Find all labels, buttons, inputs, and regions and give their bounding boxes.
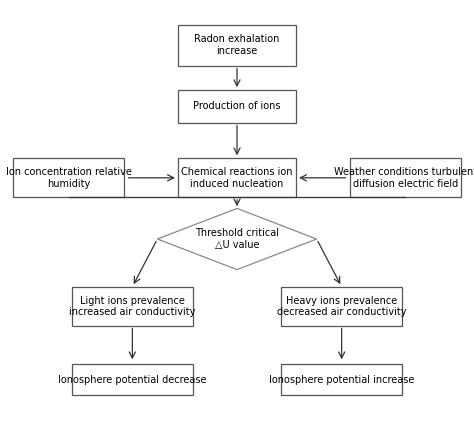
Text: Ion concentration relative
humidity: Ion concentration relative humidity <box>6 167 132 189</box>
FancyBboxPatch shape <box>178 90 296 123</box>
Text: Ionosphere potential decrease: Ionosphere potential decrease <box>58 375 207 385</box>
Text: Radon exhalation
increase: Radon exhalation increase <box>194 34 280 56</box>
Text: Heavy ions prevalence
decreased air conductivity: Heavy ions prevalence decreased air cond… <box>277 295 406 317</box>
Text: Light ions prevalence
increased air conductivity: Light ions prevalence increased air cond… <box>69 295 196 317</box>
FancyBboxPatch shape <box>350 159 461 197</box>
Text: Weather conditions turbulent
diffusion electric field: Weather conditions turbulent diffusion e… <box>334 167 474 189</box>
Text: Production of ions: Production of ions <box>193 102 281 111</box>
FancyBboxPatch shape <box>282 365 402 395</box>
Text: Chemical reactions ion
induced nucleation: Chemical reactions ion induced nucleatio… <box>181 167 293 189</box>
FancyBboxPatch shape <box>178 25 296 65</box>
Polygon shape <box>157 208 317 269</box>
Text: Ionosphere potential increase: Ionosphere potential increase <box>269 375 414 385</box>
FancyBboxPatch shape <box>72 365 192 395</box>
FancyBboxPatch shape <box>72 287 192 326</box>
FancyBboxPatch shape <box>178 159 296 197</box>
FancyBboxPatch shape <box>13 159 124 197</box>
FancyBboxPatch shape <box>282 287 402 326</box>
Text: Threshold critical
△U value: Threshold critical △U value <box>195 228 279 250</box>
